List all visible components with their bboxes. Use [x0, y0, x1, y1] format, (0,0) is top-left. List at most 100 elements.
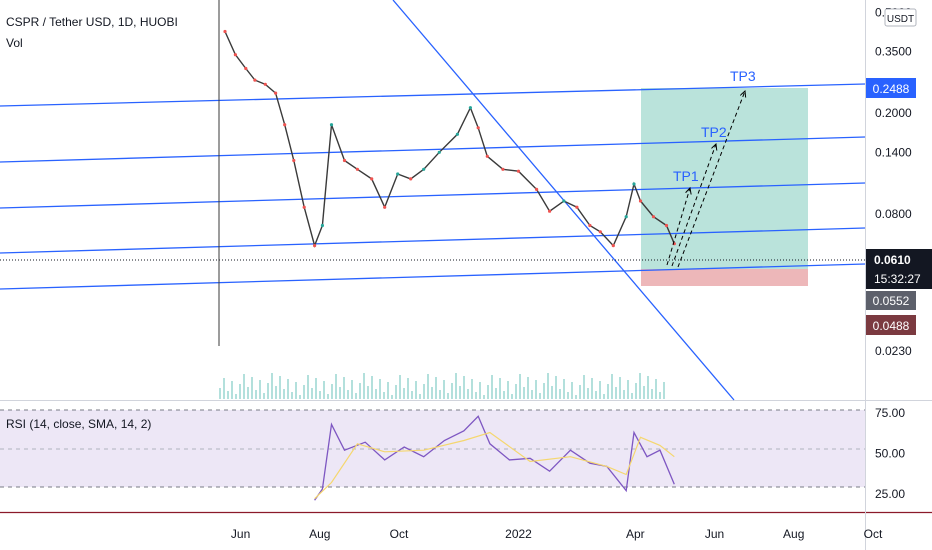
tp3-price-badge — [866, 78, 916, 98]
volume-bar — [427, 374, 429, 399]
tp2-label: TP2 — [701, 124, 727, 140]
price-tick-label: 0.3500 — [875, 45, 912, 59]
volume-bar — [363, 373, 365, 399]
volume-label[interactable]: Vol — [6, 36, 23, 50]
volume-bar — [631, 393, 633, 399]
tp3-arrow[interactable] — [677, 91, 745, 268]
volume-bar — [459, 386, 461, 399]
volume-bar — [519, 374, 521, 399]
volume-bar — [463, 376, 465, 399]
channel-line-2[interactable] — [0, 136, 866, 163]
target-arrows[interactable] — [666, 91, 745, 268]
profit-zone[interactable] — [641, 88, 808, 269]
volume-bar — [323, 381, 325, 399]
volume-bar — [647, 376, 649, 399]
volume-bar — [639, 373, 641, 399]
price-point — [664, 223, 669, 228]
time-tick-label: Jun — [705, 527, 724, 541]
volume-bar — [447, 393, 449, 399]
price-point — [302, 205, 306, 209]
volume-bar — [563, 379, 565, 399]
tp2-arrow[interactable] — [671, 144, 716, 267]
stop-price-text: 0.0488 — [873, 319, 910, 333]
volume-bar — [299, 395, 301, 399]
rsi-label[interactable]: RSI (14, close, SMA, 14, 2) — [6, 417, 151, 431]
price-point — [624, 215, 628, 219]
price-point — [329, 123, 334, 127]
volume-bar — [339, 387, 341, 399]
volume-bar — [479, 382, 481, 399]
price-point — [501, 167, 505, 171]
time-tick-label: Aug — [783, 527, 804, 541]
volume-bar — [271, 373, 273, 399]
price-point — [468, 106, 472, 110]
volume-bar — [267, 383, 269, 399]
rsi-series — [314, 415, 675, 501]
channel-line-1[interactable] — [0, 83, 866, 107]
volume-bar — [335, 374, 337, 399]
volume-bar — [375, 389, 377, 399]
volume-bar — [603, 394, 605, 399]
volume-bar — [503, 391, 505, 399]
price-point — [383, 205, 387, 209]
volume-bar — [415, 381, 417, 399]
volume-bar — [595, 391, 597, 399]
volume-bar — [383, 392, 385, 399]
price-point — [588, 223, 592, 228]
volume-bar — [283, 389, 285, 399]
price-point — [233, 53, 237, 57]
volume-bar — [439, 390, 441, 399]
tp1-arrow[interactable] — [666, 188, 690, 266]
price-point — [320, 223, 324, 228]
price-point — [370, 177, 374, 181]
loss-zone[interactable] — [641, 269, 808, 286]
volume-bar — [371, 376, 373, 399]
volume-bar — [247, 387, 249, 399]
volume-bar — [539, 393, 541, 399]
volume-bar — [575, 395, 577, 399]
volume-bar — [259, 380, 261, 399]
channel-line-5[interactable] — [0, 263, 866, 290]
volume-bar — [223, 378, 225, 399]
time-axis-ticks[interactable]: Jun Aug Oct 2022 Apr Jun Aug Oct — [231, 527, 883, 541]
last-price-badge — [866, 249, 932, 289]
price-point — [651, 215, 656, 219]
volume-bar — [499, 378, 501, 399]
channel-line-3[interactable] — [0, 182, 866, 209]
entry-price-text: 0.0552 — [873, 294, 910, 308]
volume-bar — [451, 383, 453, 399]
volume-bar — [571, 382, 573, 399]
volume-bar — [387, 382, 389, 399]
tp3-label: TP3 — [730, 68, 756, 84]
volume-bar — [255, 390, 257, 399]
price-tick-label: 0.0230 — [875, 344, 912, 358]
price-point — [253, 78, 257, 82]
volume-bar — [263, 393, 265, 399]
price-point — [598, 230, 602, 234]
rsi-axis-ticks[interactable]: 75.00 50.00 25.00 — [875, 406, 905, 501]
price-point — [244, 66, 248, 71]
volume-bar — [315, 378, 317, 399]
trend-lines[interactable] — [0, 0, 866, 401]
price-point — [274, 91, 278, 95]
volume-bar — [395, 385, 397, 399]
volume-bar — [231, 381, 233, 399]
chart-title[interactable]: CSPR / Tether USD, 1D, HUOBI — [6, 15, 178, 29]
volume-bar — [523, 387, 525, 399]
volume-bar — [423, 384, 425, 399]
price-point — [455, 132, 459, 136]
price-point — [409, 177, 413, 181]
volume-bar — [627, 380, 629, 399]
volume-bar — [583, 375, 585, 399]
volume-bar — [527, 377, 529, 399]
price-point — [485, 154, 489, 158]
time-tick-label: Jun — [231, 527, 250, 541]
price-point — [535, 187, 539, 191]
price-point — [355, 167, 359, 171]
volume-bar — [347, 390, 349, 399]
channel-line-4[interactable] — [0, 227, 866, 254]
currency-badge[interactable] — [884, 8, 917, 27]
volume-bar — [515, 384, 517, 399]
volume-bar — [399, 375, 401, 399]
